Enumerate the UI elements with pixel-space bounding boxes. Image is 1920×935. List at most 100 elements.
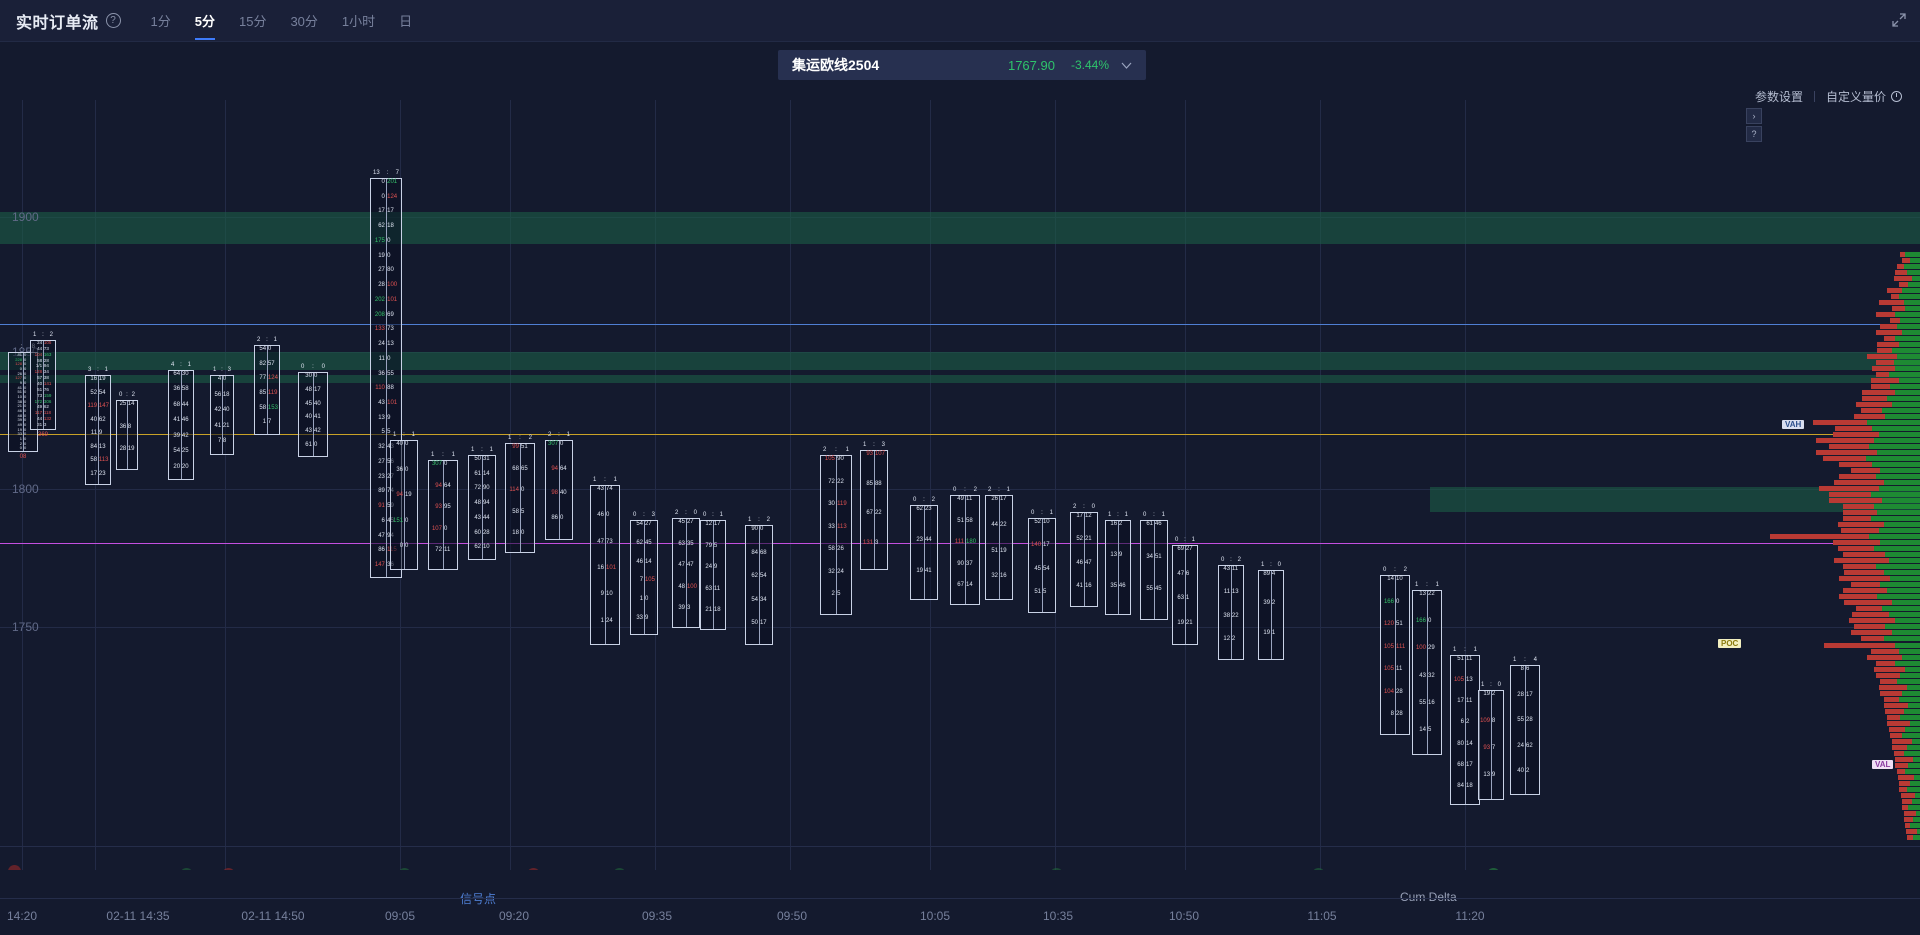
footprint-row: 16 2 [1106,521,1130,552]
vp-buy-volume [1911,739,1920,744]
footprint-candle[interactable]: 4:1 64 30 36 58 68 44 41 46 39 42 54 25 20 20 [168,362,194,480]
footprint-row: 62 54 [746,573,772,597]
instrument-selector[interactable]: 集运欧线2504 1767.90 -3.44% [778,50,1146,80]
footprint-candle[interactable]: 2:0 45 27 63 35 47 47 48 100 39 3 [672,510,700,628]
footprint-row: 208 69 [371,312,401,327]
footprint-candle[interactable]: 0:1 52 10 140 17 45 54 51 5 [1028,510,1056,613]
footprint-candle[interactable]: 2:1 26 17 44 22 51 19 32 16 [985,487,1013,600]
footprint-candle[interactable]: 3:1 16 19 52 54 119 147 40 62 11 9 84 13 58 113 17 23 [85,367,111,485]
signal-marker-sell[interactable] [8,865,21,870]
footprint-candle[interactable]: 1:1 40 0 36 0 94 19 151 0 0 0 [390,432,418,570]
footprint-candle[interactable]: 0:1 61 46 34 51 55 45 [1140,512,1168,620]
timeframe-tab-0[interactable]: 1分 [150,14,171,29]
signal-marker-sell[interactable] [222,868,235,870]
footprint-center-line [181,371,182,479]
footprint-bid-volume: 39 [1263,600,1271,607]
footprint-candle[interactable]: 2:0 17 12 52 21 46 47 41 16 [1070,504,1098,607]
footprint-ask-volume: 0 [24,403,27,409]
footprint-candle[interactable]: 0:3 54 27 62 45 46 14 7 105 1 0 33 9 [630,512,658,635]
footprint-bid-volume: 84 [751,549,759,556]
footprint-ask-volume: 5 [1042,588,1047,595]
question-circle-icon[interactable]: ? [105,13,121,28]
footprint-row: 51 58 [951,518,979,540]
footprint-candle[interactable]: 1:3 93 107 85 88 67 22 131 3 [860,442,888,570]
footprint-candle[interactable]: 1:1 51 11 105 13 17 11 6 2 80 14 68 17 84 18 [1450,647,1480,805]
footprint-candle[interactable]: 0:2 49 11 51 58 111 180 90 37 67 14 [950,487,980,605]
gear-icon[interactable] [1891,91,1902,102]
footprint-candle[interactable]: 0:2 62 23 23 44 19 41 [910,497,938,600]
vp-buy-volume [1883,570,1920,575]
timeframe-tab-2[interactable]: 15分 [238,14,267,29]
orderflow-chart[interactable]: 1900185018001750 :8810228012800026012709… [0,100,1920,870]
help-button[interactable]: ? [1746,126,1762,142]
signal-marker-sell[interactable] [527,868,540,870]
footprint-ask-volume: 13 [1231,589,1239,596]
volume-profile-row [1740,492,1920,497]
footprint-candle[interactable]: 0:2 14 10 166 0 120 51 105 111 105 11 104 28 8 28 [1380,567,1410,735]
gridline-v-1 [95,100,96,870]
footprint-ask-volume: 25 [181,448,189,455]
custom-volume-price-button[interactable]: 自定义量价 [1825,90,1886,104]
footprint-row: 228 0 [9,357,37,363]
timeframe-tab-1[interactable]: 5分 [183,7,227,34]
footprint-candle[interactable]: 1:4 8 6 28 17 55 28 24 62 40 2 [1510,657,1540,795]
footprint-candle[interactable]: 1:2 24 105 44 73 104 163 58 28 1/1 94 128 34 57 38 40 14… [30,332,56,438]
signal-marker-buy[interactable] [1312,868,1325,870]
timeframe-tab-3[interactable]: 30分 [290,14,318,29]
footprint-candle[interactable]: 1:3 4 0 56 18 42 40 41 21 7 8 [210,367,234,455]
vp-sell-volume [1893,276,1912,281]
footprint-candle[interactable]: 0:1 12 17 79 5 24 9 63 11 21 18 [700,512,726,630]
vp-buy-volume [1901,655,1920,660]
param-settings-button[interactable]: 参数设置 [1754,90,1803,104]
volume-profile-row [1740,288,1920,293]
expand-arrows-icon[interactable] [1892,13,1906,27]
footprint-candle[interactable]: 2:1 307 0 94 64 98 40 86 0 [545,432,573,540]
footprint-bid-volume: 10 [17,394,22,400]
vp-buy-volume [1898,342,1920,347]
signal-panel-label: 信号点 [460,892,497,906]
footprint-ask-volume: 124 [387,193,398,200]
volume-profile-row [1740,258,1920,263]
signal-marker-buy[interactable] [613,868,626,870]
volume-profile-row [1740,468,1920,473]
footprint-candle[interactable]: 2:1 105 90 72 22 30 119 33 113 58 26 32 24 2 5 [820,447,852,615]
footprint-ask-volume: 8 [1491,718,1496,724]
signal-marker-buy[interactable] [1487,868,1500,870]
footprint-bid-volume: 1 [19,436,22,442]
chevron-down-icon[interactable] [1121,62,1132,69]
footprint-candle[interactable]: 1:1 307 0 94 64 93 95 107 0 72 11 [428,452,458,570]
footprint-row: 42 40 [211,407,233,423]
collapse-panel-button[interactable]: › [1746,108,1762,124]
footprint-candle[interactable]: 1:1 16 2 13 9 35 46 [1105,512,1131,615]
footprint-candle[interactable]: 1:2 99 51 68 65 114 0 58 5 18 0 [505,435,535,553]
footprint-bid-volume: 48 [305,386,312,393]
signal-marker-buy[interactable] [1050,868,1063,870]
timeframe-tab-5[interactable]: 日 [399,14,413,29]
footprint-candle[interactable]: 1:1 50 31 61 14 72 90 48 94 43 44 60 28 62 10 [468,447,496,560]
vp-sell-volume [1887,288,1902,293]
footprint-ask-volume: 40 [559,490,567,496]
vp-sell-volume [1895,270,1907,275]
footprint-candle[interactable]: 0:2 25 14 36 8 28 19 [116,392,138,470]
footprint-candle[interactable]: 0:0 30 0 48 17 45 40 40 41 43 42 61 0 [298,364,328,457]
footprint-bid-volume: 1 [600,617,604,624]
signal-marker-buy[interactable] [398,868,411,870]
signal-marker-buy[interactable] [180,868,193,870]
footprint-candle[interactable]: 1:0 89 4 39 2 19 1 [1258,562,1284,660]
vp-sell-volume [1812,420,1868,425]
volume-profile[interactable]: VAH POC VAL [1718,200,1920,870]
footprint-row: 93 95 [429,504,457,526]
vp-buy-volume [1875,564,1920,569]
footprint-candle[interactable]: 1:1 43 74 46 0 47 73 16 101 9 10 1 24 [590,477,620,645]
footprint-candle[interactable]: 2:1 54 0 82 57 77 124 85 119 58 153 1 7 [254,337,280,435]
footprint-candle[interactable]: 0:1 69 27 47 6 63 1 19 21 [1172,537,1198,645]
footprint-candle[interactable]: 1:2 90 0 84 68 62 54 54 34 50 17 [745,517,773,645]
timeframe-tab-4[interactable]: 1小时 [341,14,376,29]
footprint-candle[interactable]: 0:2 43 11 11 13 38 22 12 2 [1218,557,1244,660]
footprint-bid-volume: 77 [259,375,267,382]
volume-profile-row [1740,835,1920,840]
footprint-candle[interactable]: 1:1 13 22 166 0 100 29 43 32 55 16 14 5 [1412,582,1442,755]
vp-sell-volume [1890,318,1901,323]
footprint-candle[interactable]: 1:0 19 2 109 8 93 7 13 9 [1478,682,1504,800]
